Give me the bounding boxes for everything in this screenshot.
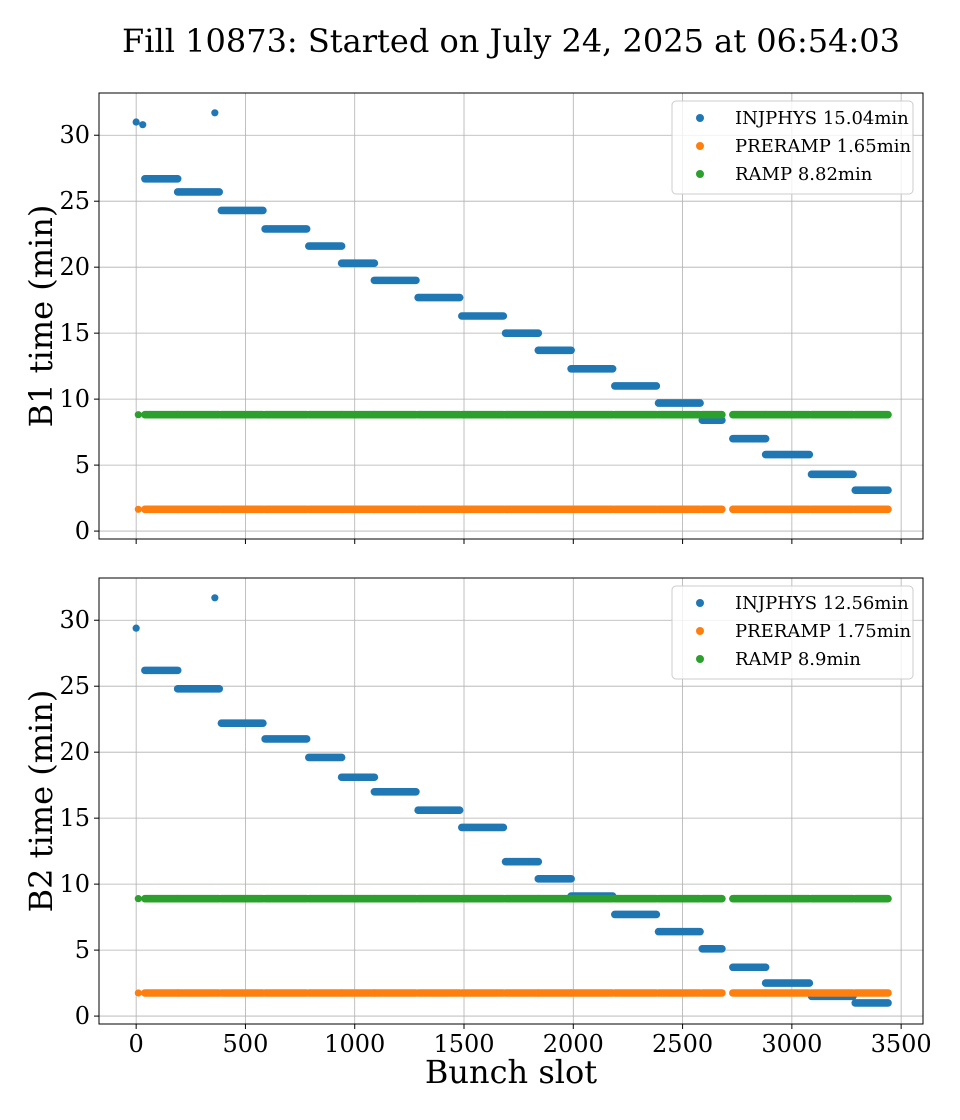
x-tick-label: 1500 [433,1030,494,1058]
point-ramp [134,411,142,419]
y-tick-label: 20 [59,253,90,281]
y-tick-label: 25 [59,187,90,215]
subplot-b2-marks [132,594,892,1007]
figure-title: Fill 10873: Started on July 24, 2025 at … [122,22,900,60]
x-tick-label: 3000 [761,1030,822,1058]
legend-marker-ramp [696,170,704,178]
point-injphys [139,121,147,129]
series-ramp [134,894,892,903]
legend-marker-injphys [696,599,704,607]
subplot-b1-ylabel: B1 time (min) [22,205,60,428]
x-tick-label: 2000 [543,1030,604,1058]
y-tick-label: 25 [59,672,90,700]
x-tick-label: 500 [223,1030,269,1058]
y-tick-label: 0 [75,517,90,545]
subplot-b2-frame [98,577,924,1025]
series-ramp [134,410,892,419]
subplot-b1-frame [98,92,924,540]
series-preramp [134,989,892,997]
y-tick-label: 15 [59,804,90,832]
point-injphys [211,594,219,602]
subplot-b2-ylabel: B2 time (min) [22,690,60,913]
point-preramp [134,989,142,997]
y-tick-label: 10 [59,870,90,898]
subplot-b2: 0 500 1000 1500 2000 2500 3000 3500 0 5 10 15 20 25 30… [22,577,932,1058]
subplot-b1-marks [132,109,892,514]
legend-label-injphys: INJPHYS 12.56min [735,593,909,614]
subplot-b1: 0 5 10 15 20 25 30 B1 time (min) INJPHYS 15.04… [22,92,924,545]
point-injphys [211,109,219,117]
y-tick-label: 5 [75,451,90,479]
y-tick-label: 15 [59,319,90,347]
subplot-b2-legend-box [671,585,914,680]
y-tick-label: 30 [59,606,90,634]
legend-label-preramp: PRERAMP 1.65min [735,136,912,157]
subplot-b1-ticks: 0 5 10 15 20 25 30 [59,121,902,545]
point-ramp [134,895,142,903]
legend-label-ramp: RAMP 8.9min [735,649,861,670]
y-tick-label: 10 [59,385,90,413]
y-tick-label: 20 [59,738,90,766]
legend-label-ramp: RAMP 8.82min [735,164,873,185]
point-preramp [134,505,142,513]
x-tick-label: 2500 [652,1030,713,1058]
x-axis-label: Bunch slot [425,1053,597,1091]
subplot-b2-ticks: 0 500 1000 1500 2000 2500 3000 3500 0 5 10 15 20 25 30 [59,606,931,1058]
x-tick-label: 0 [129,1030,144,1058]
legend-marker-injphys [696,114,704,122]
series-preramp [134,505,892,514]
legend-marker-ramp [696,655,704,663]
legend-marker-preramp [696,627,704,635]
point-injphys [132,624,140,632]
legend-label-injphys: INJPHYS 15.04min [735,108,909,129]
y-tick-label: 30 [59,121,90,149]
subplot-b1-legend-box [671,100,914,195]
x-tick-label: 3500 [871,1030,932,1058]
legend-label-preramp: PRERAMP 1.75min [735,621,912,642]
point-injphys [132,118,140,126]
x-tick-label: 1000 [324,1030,385,1058]
subplot-b2-legend: INJPHYS 12.56min PRERAMP 1.75min RAMP 8.… [671,585,914,680]
subplot-b1-legend: INJPHYS 15.04min PRERAMP 1.65min RAMP 8.… [671,100,914,195]
legend-marker-preramp [696,142,704,150]
series-injphys [132,109,892,494]
y-tick-label: 0 [75,1002,90,1030]
y-tick-label: 5 [75,936,90,964]
